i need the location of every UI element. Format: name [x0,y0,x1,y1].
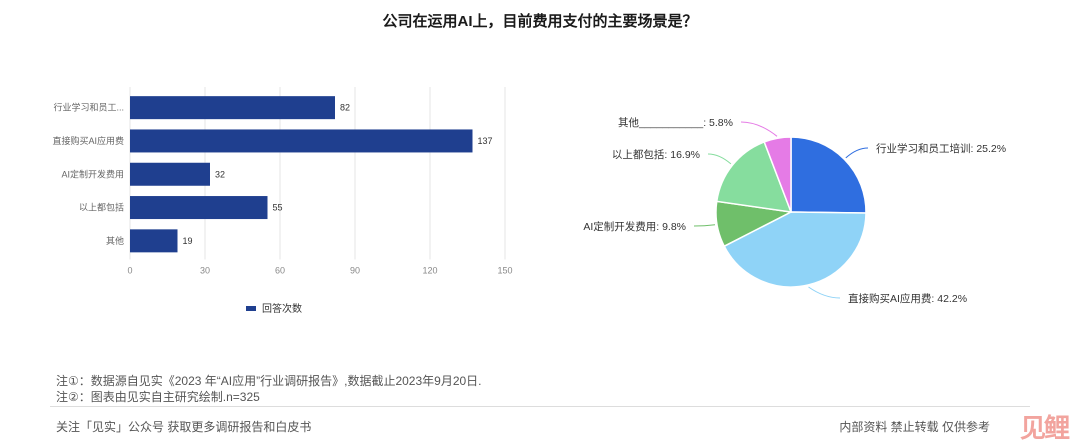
legend-label: 回答次数 [262,302,302,315]
bar [130,129,473,153]
pie-slice [723,211,867,288]
leader-line [740,121,778,137]
y-tick-label: 行业学习和员工... [53,102,124,113]
y-tick-label: 以上都包括 [79,202,124,213]
bar [130,229,178,253]
pie-slice [790,136,867,214]
data-label: 32 [215,169,225,179]
note-2: 注②：图表由见实自主研究绘制.n=325 [56,390,260,404]
leader-line [845,147,869,159]
slice-label: 其他___________: 5.8% [618,116,733,129]
slice-label: 以上都包括: 16.9% [612,148,700,161]
leader-line [808,286,841,299]
pie-slice [715,140,793,213]
x-tick-label: 120 [422,266,437,276]
data-label: 137 [478,136,493,146]
data-label: 55 [273,203,283,213]
x-tick-label: 90 [350,266,360,276]
x-tick-label: 60 [275,266,285,276]
footer-right-text: 内部资料 禁止转载 仅供参考 [839,420,990,434]
footer-left-text: 关注「见实」公众号 获取更多调研报告和白皮书 [56,420,312,434]
x-tick-label: 150 [497,266,512,276]
slice-label: AI定制开发费用: 9.8% [583,220,686,233]
slice-label: 直接购买AI应用费: 42.2% [848,292,967,305]
leader-line [707,153,732,165]
data-label: 82 [340,103,350,113]
note-1: 注①：数据源自见实《2023 年“AI应用”行业调研报告》,数据截止2023年9… [56,374,482,388]
y-tick-label: 其他 [106,235,124,246]
y-tick-label: 直接购买AI应用费 [52,135,124,146]
leader-line [693,224,716,227]
chart-title: 公司在运用AI上，目前费用支付的主要场景是？ [382,13,698,30]
bar [130,162,210,186]
pie-slice [763,136,792,213]
x-tick-label: 30 [200,266,210,276]
brand-logo: 见鲤 [1019,414,1070,444]
bar [130,196,268,220]
y-tick-label: AI定制开发费用 [61,168,124,179]
footer-divider [50,406,1030,407]
slice-label: 行业学习和员工培训: 25.2% [876,142,1006,155]
legend-swatch [246,306,256,311]
bar [130,96,335,120]
x-tick-label: 0 [127,266,132,276]
data-label: 19 [183,236,193,246]
